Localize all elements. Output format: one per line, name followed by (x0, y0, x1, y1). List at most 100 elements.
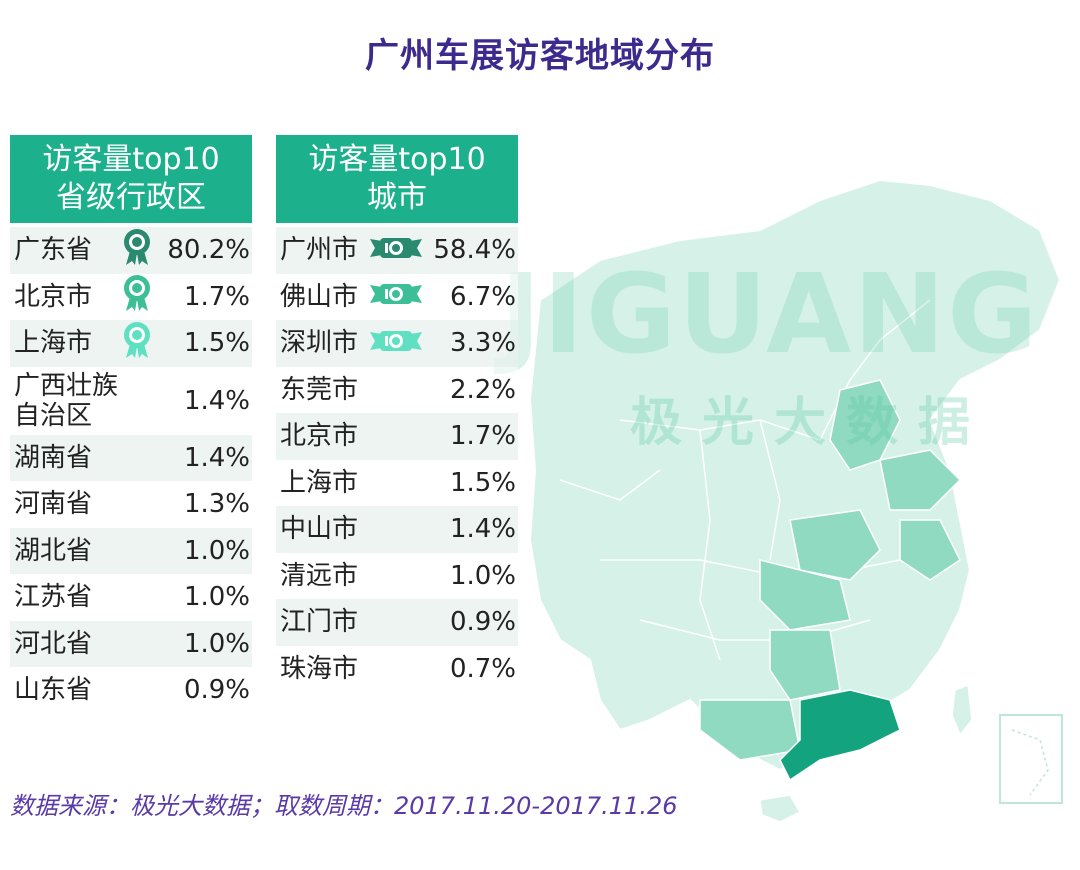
row-badge (368, 233, 424, 268)
row-name: 东莞市 (280, 374, 359, 405)
table-row: 深圳市 3.3% (276, 320, 518, 367)
provinces-header-line1: 访客量top10 (42, 142, 220, 177)
region-taiwan (951, 683, 973, 737)
cities-table: 访客量top10 城市 广州市 58.4% 佛山市 6.7% 深圳市 3.3% 东莞市 2.2… (276, 135, 518, 692)
row-name: 广东省 (14, 235, 93, 266)
row-value: 1.0% (183, 535, 250, 566)
row-name: 河南省 (14, 489, 93, 520)
table-row: 上海市 1.5% (10, 320, 252, 367)
table-row: 湖北省 1.0% (10, 527, 252, 574)
table-row: 珠海市 0.7% (276, 645, 518, 692)
page-title: 广州车展访客地域分布 (365, 36, 715, 76)
region-hubei (759, 559, 851, 631)
row-name: 广西壮族 自治区 (14, 371, 118, 431)
row-name-line1: 广西壮族 (14, 370, 119, 401)
region-hainan (759, 794, 802, 823)
row-value: 0.7% (449, 653, 516, 684)
medal-1-icon (124, 228, 150, 265)
provinces-rows: 广东省 80.2% 北京市 1.7% 上海市 1.5% 广西壮族 自治区 1.4% 湖南省 1.4%… (10, 227, 252, 714)
cities-header-line1: 访客量top10 (308, 142, 486, 177)
table-row: 山东省 0.9% (10, 667, 252, 714)
row-value: 1.5% (183, 328, 250, 359)
row-name: 中山市 (280, 514, 359, 545)
row-name: 北京市 (280, 421, 359, 452)
region-guangxi (699, 699, 801, 761)
provinces-table-header: 访客量top10 省级行政区 (10, 135, 252, 227)
row-name: 佛山市 (280, 281, 359, 312)
region-guangdong (779, 689, 901, 782)
table-row: 中山市 1.4% (276, 506, 518, 553)
row-value: 80.2% (167, 235, 250, 266)
row-value: 0.9% (449, 607, 516, 638)
row-name: 湖南省 (14, 442, 93, 473)
row-value: 1.5% (449, 467, 516, 498)
row-name: 山东省 (14, 675, 93, 706)
map-landmass (528, 178, 1062, 772)
table-row: 东莞市 2.2% (276, 366, 518, 413)
watermark-sub: 极光大数据 (630, 393, 991, 453)
row-value: 0.9% (183, 675, 250, 706)
row-value: 1.4% (183, 385, 250, 416)
medal-3-icon (124, 321, 150, 358)
row-value: 58.4% (433, 235, 516, 266)
row-name: 北京市 (14, 281, 93, 312)
row-badge (120, 320, 154, 367)
row-value: 1.0% (449, 560, 516, 591)
row-name: 江门市 (280, 607, 359, 638)
table-row: 广州市 58.4% (276, 227, 518, 274)
row-value: 1.3% (183, 489, 250, 520)
row-name: 上海市 (280, 467, 359, 498)
row-badge (120, 273, 154, 320)
table-row: 上海市 1.5% (276, 459, 518, 506)
table-row: 北京市 1.7% (276, 413, 518, 460)
cities-rows: 广州市 58.4% 佛山市 6.7% 深圳市 3.3% 东莞市 2.2% 北京市 1.7% 上海市 1… (276, 227, 518, 692)
cities-header-line2: 城市 (367, 180, 427, 215)
table-row: 河北省 1.0% (10, 620, 252, 667)
row-name: 清远市 (280, 560, 359, 591)
table-row: 广西壮族 自治区 1.4% (10, 366, 252, 435)
table-row: 江门市 0.9% (276, 599, 518, 646)
table-row: 清远市 1.0% (276, 552, 518, 599)
row-name: 江苏省 (14, 582, 93, 613)
table-row: 河南省 1.3% (10, 481, 252, 528)
region-hunan (769, 629, 841, 701)
table-row: 北京市 1.7% (10, 273, 252, 320)
cities-table-header: 访客量top10 城市 (276, 135, 518, 227)
row-value: 2.2% (449, 374, 516, 405)
row-name-line2: 自治区 (14, 400, 93, 431)
row-value: 6.7% (449, 281, 516, 312)
row-name: 河北省 (14, 628, 93, 659)
provinces-table: 访客量top10 省级行政区 广东省 80.2% 北京市 1.7% 上海市 1.5% 广西壮… (10, 135, 252, 714)
row-value: 1.4% (183, 442, 250, 473)
region-shandong (879, 449, 962, 511)
row-badge (368, 279, 424, 314)
row-value: 3.3% (449, 328, 516, 359)
row-badge (120, 227, 154, 274)
row-name: 珠海市 (280, 653, 359, 684)
map-inset (999, 714, 1063, 804)
table-row: 广东省 80.2% (10, 227, 252, 274)
data-source: 数据来源：极光大数据；取数周期：2017.11.20-2017.11.26 (10, 792, 678, 820)
watermark-brand: JIGUANG (500, 250, 1040, 378)
row-name: 湖北省 (14, 535, 93, 566)
row-value: 1.4% (449, 514, 516, 545)
region-henan (789, 509, 881, 581)
row-value: 1.7% (183, 281, 250, 312)
row-badge (368, 326, 424, 361)
row-value: 1.7% (449, 421, 516, 452)
row-name: 上海市 (14, 328, 93, 359)
table-row: 江苏省 1.0% (10, 574, 252, 621)
table-row: 佛山市 6.7% (276, 273, 518, 320)
medal-2-icon (124, 275, 150, 312)
row-name: 广州市 (280, 235, 359, 266)
provinces-header-line2: 省级行政区 (56, 180, 206, 215)
ribbon-1-icon (370, 237, 422, 258)
ribbon-3-icon (370, 330, 422, 351)
table-row: 湖南省 1.4% (10, 434, 252, 481)
ribbon-2-icon (370, 284, 422, 305)
region-jiangsu (899, 519, 961, 581)
row-value: 1.0% (183, 582, 250, 613)
row-value: 1.0% (183, 628, 250, 659)
row-name: 深圳市 (280, 328, 359, 359)
